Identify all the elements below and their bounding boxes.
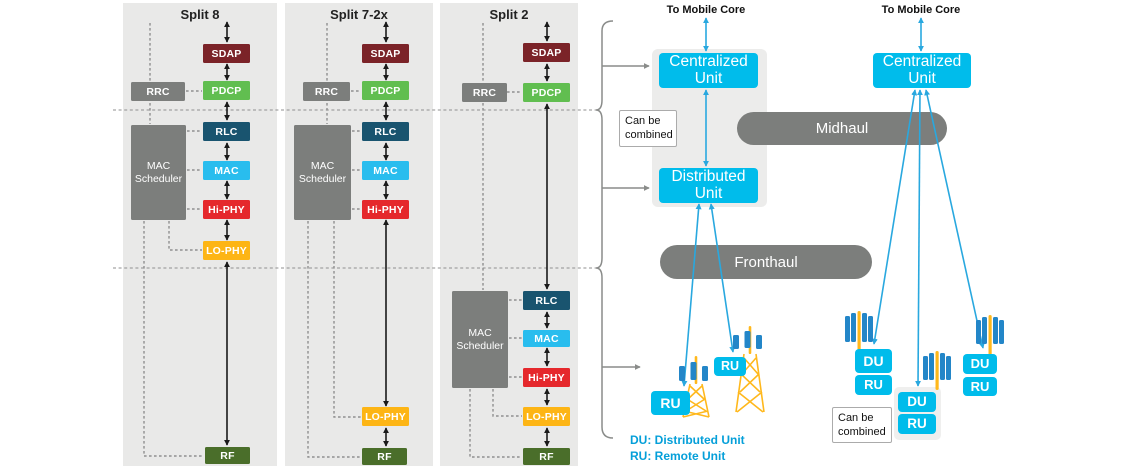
split2-rrc-box: RRC	[462, 83, 507, 102]
split2-rf-box: RF	[523, 448, 570, 465]
du-box: DU	[855, 349, 892, 373]
split72x-column-background	[285, 3, 433, 466]
split-boundary-lines	[113, 109, 596, 269]
to-mobile-core-label: To Mobile Core	[666, 4, 746, 16]
panel-antenna-icon	[923, 351, 951, 390]
split72x-rlc-box: RLC	[362, 122, 409, 141]
split72x-mac-scheduler-box: MAC Scheduler	[294, 125, 351, 220]
panel-antenna-icon	[845, 311, 873, 350]
split72x-sdap-box: SDAP	[362, 44, 409, 63]
ru-box: RU	[963, 377, 997, 396]
split72x-title: Split 7-2x	[330, 7, 388, 22]
ru-box: RU	[651, 391, 690, 415]
split8-title: Split 8	[180, 7, 220, 22]
split2-column-background	[440, 3, 578, 466]
ru-box: RU	[855, 375, 892, 395]
split2-lo-phy-box: LO-PHY	[523, 407, 570, 426]
split2-rlc-box: RLC	[523, 291, 570, 310]
topology-links	[681, 17, 985, 387]
midhaul-label: Midhaul	[815, 120, 869, 137]
fronthaul-label: Fronthaul	[734, 253, 798, 271]
split8-lo-phy-box: LO-PHY	[203, 241, 250, 260]
distributed-unit-box: Distributed Unit	[659, 168, 758, 203]
split2-sdap-box: SDAP	[523, 43, 570, 62]
split8-pdcp-box: PDCP	[203, 81, 250, 100]
split2-mac-box: MAC	[523, 330, 570, 347]
ru-box: RU	[714, 357, 746, 376]
split2-title: Split 2	[489, 7, 529, 22]
split2-mac-scheduler-box: MAC Scheduler	[452, 291, 508, 388]
split2-pdcp-box: PDCP	[523, 83, 570, 102]
centralized-unit-box: Centralized Unit	[873, 53, 971, 88]
split72x-lo-phy-box: LO-PHY	[362, 407, 409, 426]
split8-rlc-box: RLC	[203, 122, 250, 141]
split2-hi-phy-box: Hi-PHY	[523, 368, 570, 387]
can-be-combined-note: Can be combined	[619, 110, 677, 147]
cell-tower-icon	[733, 326, 765, 413]
split8-connectors	[143, 21, 230, 457]
ru-box: RU	[898, 414, 936, 434]
split2-connectors	[469, 21, 550, 458]
split8-column-background	[123, 3, 277, 466]
centralized-unit-box: Centralized Unit	[659, 53, 758, 88]
du-box: DU	[963, 354, 997, 374]
split8-sdap-box: SDAP	[203, 44, 250, 63]
split72x-hi-phy-box: Hi-PHY	[362, 200, 409, 219]
split72x-connectors	[307, 21, 389, 458]
split8-mac-box: MAC	[203, 161, 250, 180]
can-be-combined-note: Can be combined	[832, 407, 892, 443]
split72x-mac-box: MAC	[362, 161, 409, 180]
panel-antenna-icon	[976, 315, 1004, 355]
split72x-pdcp-box: PDCP	[362, 81, 409, 100]
split72x-rf-box: RF	[362, 448, 407, 465]
split8-hi-phy-box: Hi-PHY	[203, 200, 250, 219]
split72x-rrc-box: RRC	[303, 82, 350, 101]
split8-mac-scheduler-box: MAC Scheduler	[131, 125, 186, 220]
split8-rrc-box: RRC	[131, 82, 185, 101]
legend-ru: RU: Remote Unit	[630, 449, 726, 463]
to-mobile-core-label: To Mobile Core	[881, 4, 961, 16]
split8-rf-box: RF	[205, 447, 250, 464]
legend-du: DU: Distributed Unit	[630, 433, 745, 447]
split-grouping-brace	[595, 20, 650, 439]
cell-tower-icon	[679, 356, 710, 418]
du-box: DU	[898, 392, 936, 412]
